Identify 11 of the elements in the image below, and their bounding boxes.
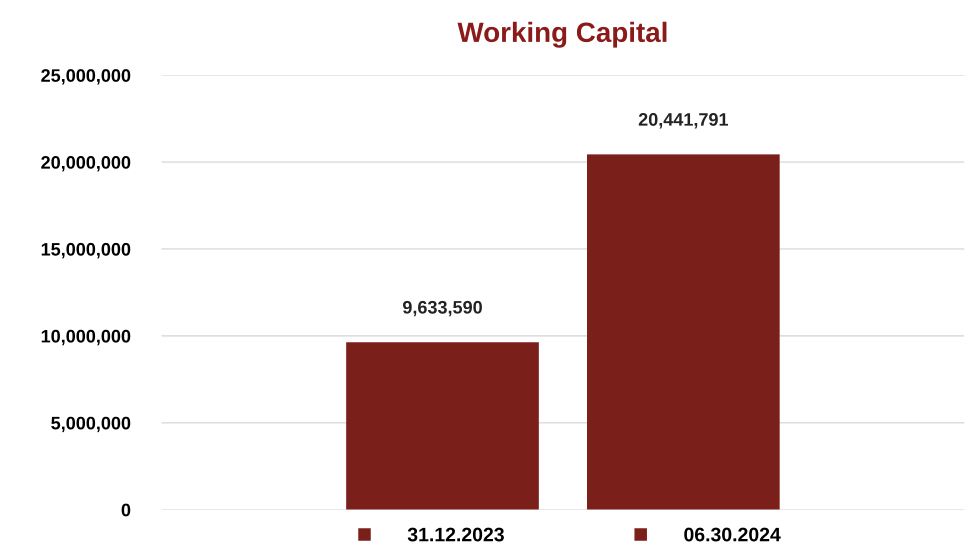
y-tick-label: 15,000,000 bbox=[42, 242, 130, 258]
y-tick-label: 20,000,000 bbox=[41, 156, 130, 172]
legend-label: 06.30.2024 bbox=[684, 528, 781, 542]
chart-title: Working Capital bbox=[457, 22, 666, 48]
y-tick-label: 25,000,000 bbox=[41, 69, 130, 85]
data-label: 20,441,791 bbox=[638, 113, 728, 128]
y-tick-label: 5,000,000 bbox=[51, 416, 130, 432]
legend-label: 31.12.2023 bbox=[408, 528, 504, 542]
y-tick-label: 10,000,000 bbox=[42, 330, 130, 346]
y-tick-label: 0 bbox=[122, 504, 130, 516]
data-label: 9,633,590 bbox=[402, 300, 482, 316]
